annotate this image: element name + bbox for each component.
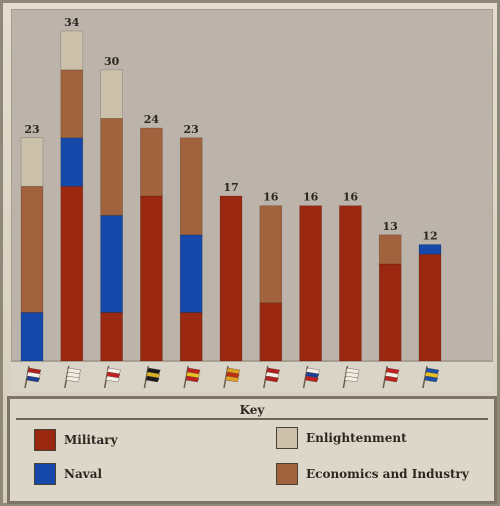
flag-strip <box>11 361 493 392</box>
portugal-flag-icon <box>223 365 241 389</box>
legend-item-economics: Economics and Industry <box>276 463 469 485</box>
ottoman-flag-icon <box>64 365 82 389</box>
bar-segment-economics-and-industry-4 <box>140 127 163 197</box>
bar-total-label-10: 13 <box>383 220 398 233</box>
bar-total-label-2: 34 <box>64 16 80 29</box>
key-divider <box>16 418 488 420</box>
britain-flag-icon <box>103 365 121 389</box>
bar-segment-economics-and-industry-7 <box>259 205 283 304</box>
bar-segment-economics-and-industry-10 <box>378 234 402 265</box>
bar-total-label-11: 12 <box>422 230 437 243</box>
bar-segment-enlightenment-2 <box>60 30 84 71</box>
bar-segment-military-7 <box>259 302 283 362</box>
bar-segment-military-5 <box>179 312 203 362</box>
bar-segment-enlightenment-3 <box>100 69 123 119</box>
bar-segment-economics-and-industry-5 <box>179 137 203 236</box>
legend-label-enlightenment: Enlightenment <box>306 431 407 445</box>
legend-label-economics: Economics and Industry <box>306 467 469 481</box>
netherlands-flag-icon <box>24 365 42 389</box>
bar-total-label-1: 23 <box>24 123 39 136</box>
germany-flag-icon <box>143 365 161 389</box>
bar-segment-military-6 <box>219 195 243 362</box>
red-white-flag-icon <box>382 365 400 389</box>
economics-swatch <box>276 463 298 485</box>
key-title: Key <box>239 403 265 417</box>
bar-total-label-8: 16 <box>303 191 319 204</box>
bar-segment-enlightenment-1 <box>20 137 44 187</box>
bar-total-label-7: 16 <box>263 191 279 204</box>
military-swatch <box>34 429 56 451</box>
nation-flags <box>24 365 440 389</box>
bar-segment-naval-1 <box>20 312 44 362</box>
bar-segment-military-11 <box>418 253 442 362</box>
legend-key-panel: Key Military Naval Enlightenment Economi… <box>7 396 497 504</box>
bar-segment-military-3 <box>100 312 123 362</box>
bar-segment-military-8 <box>299 205 322 362</box>
legend-item-military: Military <box>34 429 118 451</box>
bar-total-label-9: 16 <box>343 191 359 204</box>
bar-segment-economics-and-industry-2 <box>60 69 84 139</box>
bar-segment-naval-5 <box>179 234 203 313</box>
bar-segment-military-4 <box>140 195 163 362</box>
white-flag-icon <box>342 365 360 389</box>
bar-segment-naval-11 <box>418 244 442 255</box>
legend-item-naval: Naval <box>34 463 102 485</box>
russia-flag-icon <box>302 365 320 389</box>
spain-flag-icon <box>183 365 201 389</box>
bar-total-label-4: 24 <box>144 113 160 126</box>
legend-item-enlightenment: Enlightenment <box>276 427 407 449</box>
bar-segment-economics-and-industry-1 <box>20 185 44 313</box>
bar-segment-military-9 <box>339 205 362 362</box>
stacked-bar-chart: 23 34 30 24 23 17 16 16 16 13 12 <box>20 16 442 362</box>
bar-segment-economics-and-industry-3 <box>100 118 123 216</box>
bar-segment-military-10 <box>378 263 402 362</box>
chart-panel: 23 34 30 24 23 17 16 16 16 13 12 <box>11 9 493 362</box>
bar-total-label-6: 17 <box>223 181 238 194</box>
bar-segment-naval-2 <box>60 137 84 187</box>
bar-total-label-3: 30 <box>104 55 120 68</box>
sweden-flag-icon <box>422 365 440 389</box>
legend-label-naval: Naval <box>64 467 103 481</box>
bar-segment-naval-3 <box>100 215 123 313</box>
naval-swatch <box>34 463 56 485</box>
bar-total-label-5: 23 <box>184 123 199 136</box>
enlightenment-swatch <box>276 427 298 449</box>
bar-segment-military-2 <box>60 185 84 362</box>
ottoman-red-flag-icon <box>263 365 281 389</box>
legend-label-military: Military <box>64 433 118 447</box>
